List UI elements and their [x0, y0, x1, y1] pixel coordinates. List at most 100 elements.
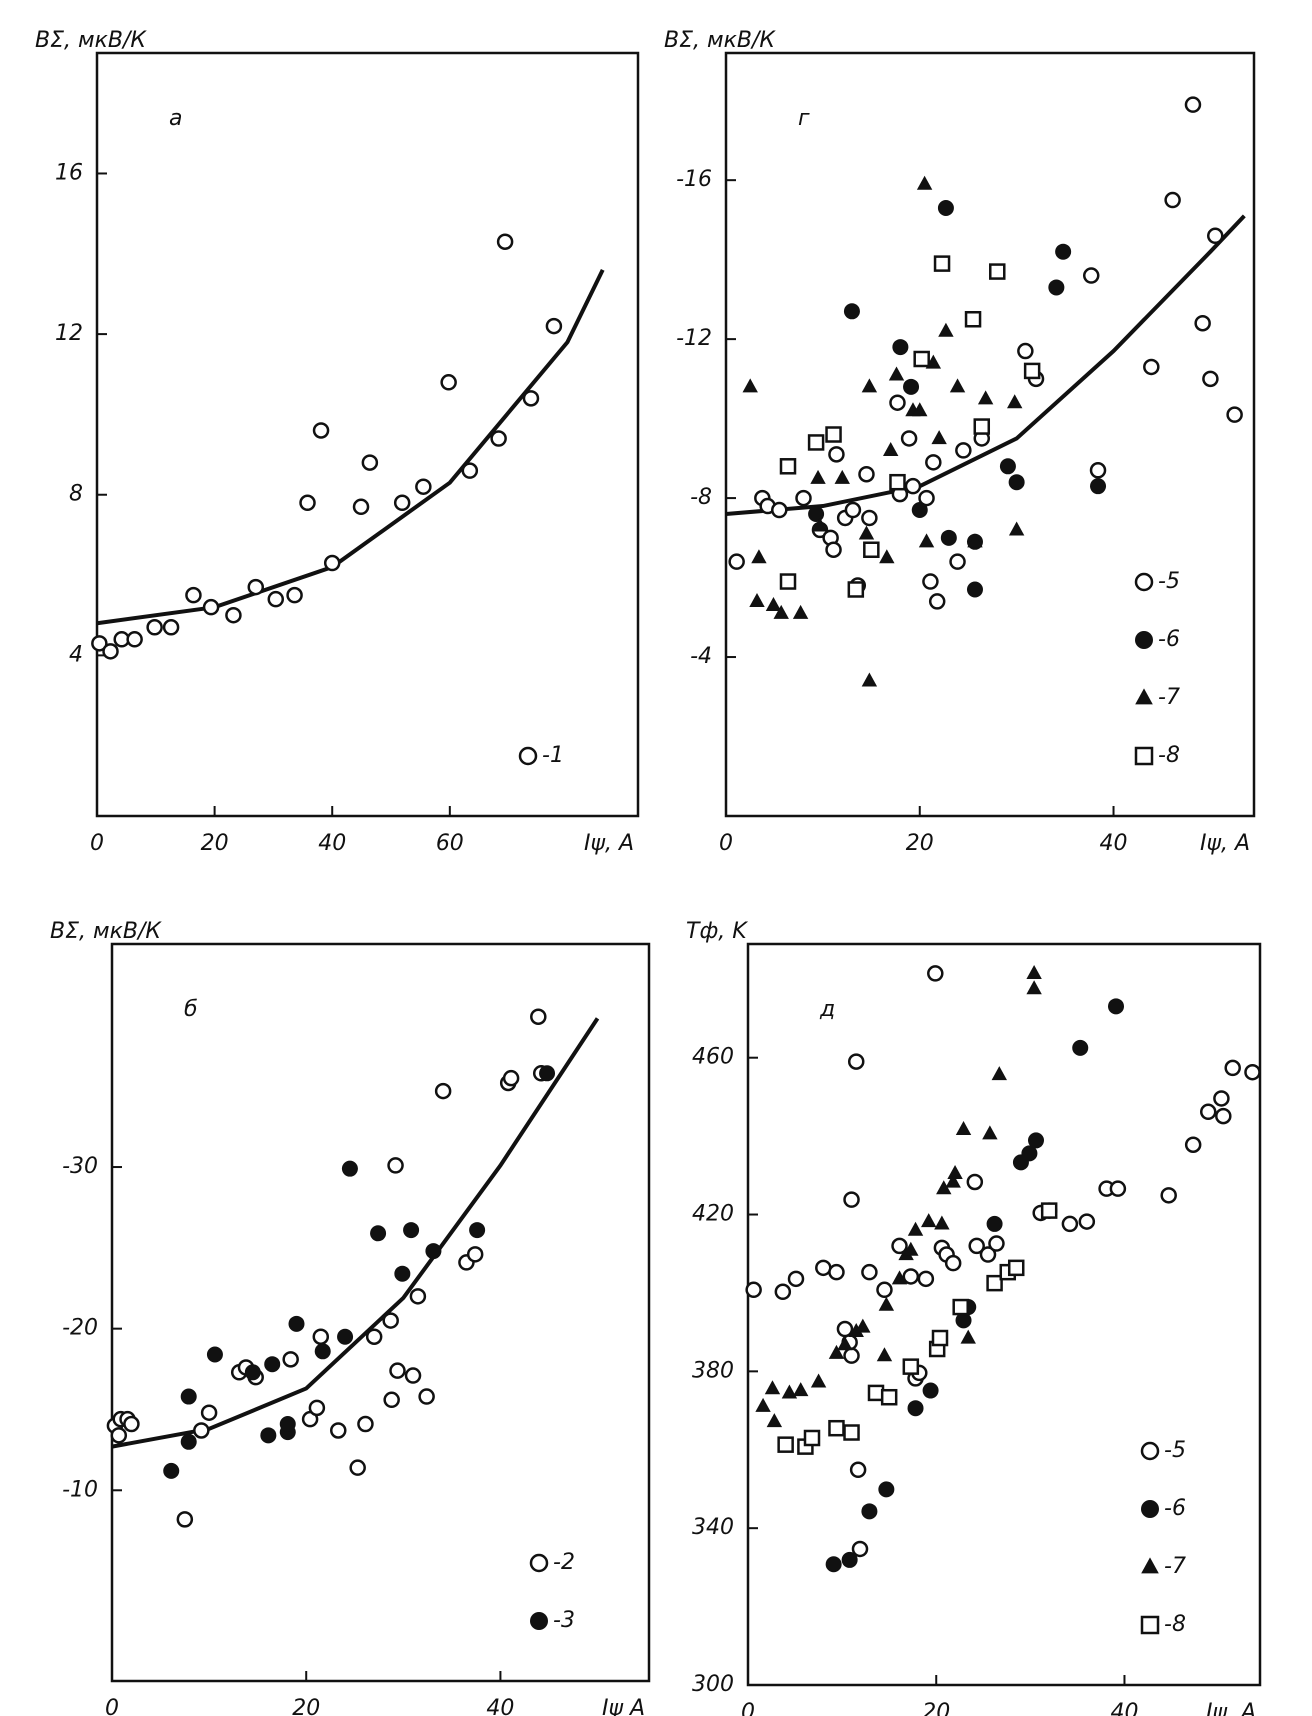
data-point — [279, 1416, 296, 1433]
x-tick-label: 0 — [741, 1700, 755, 1716]
data-point — [773, 604, 789, 619]
data-point — [777, 1436, 794, 1453]
y-tick-label: 460 — [692, 1045, 734, 1070]
data-point — [880, 1388, 898, 1406]
legend-label: -7 — [1164, 1554, 1186, 1579]
data-point — [858, 525, 875, 540]
y-tick-label: -12 — [676, 326, 712, 351]
data-point — [810, 1373, 827, 1388]
data-point — [312, 422, 330, 439]
data-point — [889, 394, 906, 411]
legend-marker — [1135, 688, 1153, 705]
legend-label: -8 — [1158, 743, 1180, 768]
data-point — [1090, 478, 1107, 495]
data-point — [847, 581, 865, 598]
data-point — [404, 1367, 422, 1384]
data-point — [1082, 267, 1100, 284]
data-point — [1007, 394, 1023, 409]
data-point — [851, 1540, 869, 1558]
data-point — [903, 378, 920, 395]
x-tick-label: 40 — [318, 831, 346, 856]
legend-label: -5 — [1158, 569, 1180, 594]
data-point — [876, 1347, 893, 1362]
data-point — [861, 1263, 878, 1281]
data-point — [879, 549, 895, 564]
data-point — [927, 965, 944, 982]
data-point — [267, 590, 285, 608]
data-point — [911, 502, 928, 519]
legend-marker — [530, 1612, 548, 1630]
data-point — [323, 554, 341, 572]
data-point — [425, 1243, 442, 1260]
y-axis-label: BΣ, мкВ/К — [35, 28, 147, 53]
data-point — [282, 1351, 299, 1368]
data-point — [1164, 191, 1181, 209]
data-point — [952, 1298, 969, 1316]
data-point — [206, 1346, 223, 1363]
data-point — [370, 1225, 387, 1242]
data-point — [764, 1380, 781, 1395]
legend-label: -7 — [1158, 685, 1180, 710]
data-point — [977, 390, 994, 405]
data-point — [728, 553, 745, 570]
data-point — [299, 494, 316, 512]
data-point — [843, 1347, 860, 1364]
data-point — [892, 339, 909, 356]
data-point — [394, 1265, 411, 1282]
data-point — [180, 1388, 197, 1405]
data-point — [393, 494, 411, 512]
data-point — [352, 498, 370, 516]
data-point — [766, 1413, 783, 1428]
data-point — [808, 505, 825, 522]
x-axis-label: Iψ A — [602, 1696, 645, 1716]
x-tick-label: 0 — [719, 831, 733, 856]
x-axis-label: Iψ, A — [1206, 1700, 1256, 1716]
data-point — [530, 1008, 547, 1025]
data-point — [1028, 1132, 1044, 1149]
data-point — [922, 573, 939, 590]
data-point — [812, 517, 828, 532]
data-point — [947, 1164, 963, 1179]
legend-marker — [1134, 746, 1154, 766]
data-point — [771, 501, 788, 519]
data-point — [286, 586, 303, 604]
data-point — [876, 1281, 893, 1299]
data-point — [861, 1503, 878, 1520]
legend-marker — [1134, 572, 1154, 592]
data-point — [308, 1399, 326, 1417]
data-point — [440, 374, 457, 391]
data-point — [922, 1382, 939, 1399]
data-point — [1143, 358, 1160, 376]
data-point — [522, 390, 540, 407]
data-point — [1194, 314, 1211, 332]
data-point — [928, 593, 946, 610]
data-point — [863, 541, 880, 558]
y-tick-label: -8 — [690, 485, 712, 510]
legend-marker — [1140, 1615, 1160, 1635]
data-point — [102, 643, 119, 660]
data-point — [1215, 1107, 1232, 1125]
y-tick-label: 8 — [69, 482, 83, 507]
data-point — [434, 1082, 452, 1100]
data-point — [925, 454, 942, 471]
legend-marker — [1140, 1441, 1160, 1461]
data-point — [825, 426, 842, 443]
y-tick-label: -30 — [62, 1154, 98, 1179]
data-point — [955, 442, 972, 459]
data-point — [337, 1328, 354, 1345]
data-point — [409, 1288, 427, 1305]
data-point — [383, 1391, 400, 1409]
data-point — [1109, 1180, 1127, 1197]
legend-label: -1 — [542, 743, 564, 768]
data-point — [461, 462, 479, 479]
data-point — [1078, 1213, 1096, 1230]
data-point — [907, 1400, 924, 1417]
y-tick-label: 300 — [692, 1672, 734, 1697]
data-point — [1023, 362, 1041, 380]
data-point — [882, 441, 899, 456]
data-point — [944, 1254, 962, 1272]
data-point — [225, 606, 242, 624]
data-point — [1089, 462, 1107, 479]
data-point — [745, 1281, 762, 1299]
